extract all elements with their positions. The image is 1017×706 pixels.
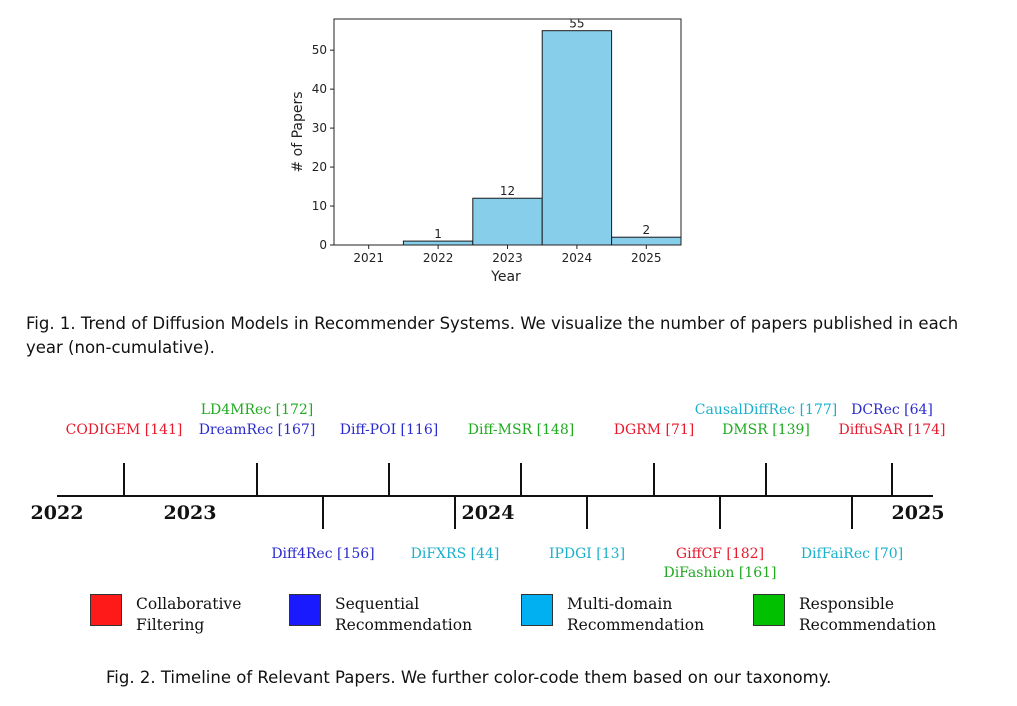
y-tick-label-40: 40	[312, 82, 327, 96]
timeline-paper-label: DreamRec [167]	[199, 422, 316, 438]
y-tick-label-20: 20	[312, 160, 327, 174]
timeline-paper-label: DMSR [139]	[722, 422, 810, 438]
bar-2024	[541, 30, 613, 246]
timeline-paper-label: CODIGEM [141]	[66, 422, 183, 438]
legend-swatch	[521, 594, 553, 626]
timeline-chart: CODIGEM [141] LD4MRec [172] DreamRec [167]…	[31, 402, 946, 581]
bar-value-label-2025: 2	[642, 223, 650, 237]
timeline-paper-label: CausalDiffRec [177]	[695, 402, 838, 418]
legend-swatch	[90, 594, 122, 626]
x-tick-label-2021: 2021	[353, 251, 384, 265]
timeline-paper-label: DCRec [64]	[851, 402, 933, 418]
timeline-paper-label: Diff4Rec [156]	[271, 546, 374, 562]
year-label-2024: 2024	[462, 502, 515, 524]
legend-sequential-recommendation: Sequential Recommendation	[289, 594, 495, 636]
timeline-paper-label: DGRM [71]	[614, 422, 694, 438]
papers-per-year-bar-chart: 1 12 55 2 2021 2022 2023 2024 2025 0 10 20 30 40 50 Y…	[290, 17, 682, 285]
y-tick-label-10: 10	[312, 199, 327, 213]
x-tick-label-2023: 2023	[492, 251, 523, 265]
timeline-paper-label: GiffCF [182]	[676, 546, 764, 562]
bar-value-label-2023: 12	[500, 184, 515, 198]
bar-value-label-2024: 55	[569, 17, 584, 31]
timeline-paper-label: Diff-MSR [148]	[468, 422, 574, 438]
bar-2025	[611, 236, 682, 246]
bar-2023	[472, 197, 543, 246]
bar-value-label-2022: 1	[434, 227, 442, 241]
legend-label: Responsible Recommendation	[799, 595, 937, 634]
year-label-2025: 2025	[892, 502, 945, 524]
x-tick-label-2024: 2024	[562, 251, 593, 265]
bar-2022	[402, 240, 474, 246]
figure-2-caption: Fig. 2. Timeline of Relevant Papers. We …	[106, 668, 832, 687]
legend-swatch	[753, 594, 785, 626]
figure-1-caption: Fig. 1. Trend of Diffusion Models in Rec…	[26, 314, 959, 357]
y-tick-label-50: 50	[312, 43, 327, 57]
legend-responsible-recommendation: Responsible Recommendation	[753, 594, 959, 636]
year-label-2023: 2023	[164, 502, 217, 524]
y-tick-label-30: 30	[312, 121, 327, 135]
y-axis-label: # of Papers	[290, 91, 306, 172]
legend-label: Sequential Recommendation	[335, 595, 473, 634]
year-label-2022: 2022	[31, 502, 84, 524]
timeline-paper-label: Diff-POI [116]	[340, 422, 438, 438]
legend-collaborative-filtering: Collaborative Filtering	[90, 594, 296, 636]
timeline-paper-label: LD4MRec [172]	[201, 402, 314, 418]
x-tick-label-2022: 2022	[423, 251, 454, 265]
legend-label: Collaborative Filtering	[136, 595, 242, 634]
timeline-paper-label: DiffuSAR [174]	[838, 422, 945, 438]
legend-label: Multi-domain Recommendation	[567, 595, 705, 634]
timeline-paper-label: DifFaiRec [70]	[801, 546, 903, 562]
timeline-paper-label: DiFashion [161]	[663, 565, 776, 581]
y-tick-label-0: 0	[319, 238, 327, 252]
legend-multi-domain-recommendation: Multi-domain Recommendation	[521, 594, 727, 636]
timeline-paper-label: DiFXRS [44]	[411, 546, 500, 562]
plot-frame	[333, 18, 682, 246]
x-axis-label: Year	[490, 269, 521, 285]
timeline-paper-label: IPDGI [13]	[549, 546, 625, 562]
x-tick-label-2025: 2025	[631, 251, 662, 265]
legend-swatch	[289, 594, 321, 626]
